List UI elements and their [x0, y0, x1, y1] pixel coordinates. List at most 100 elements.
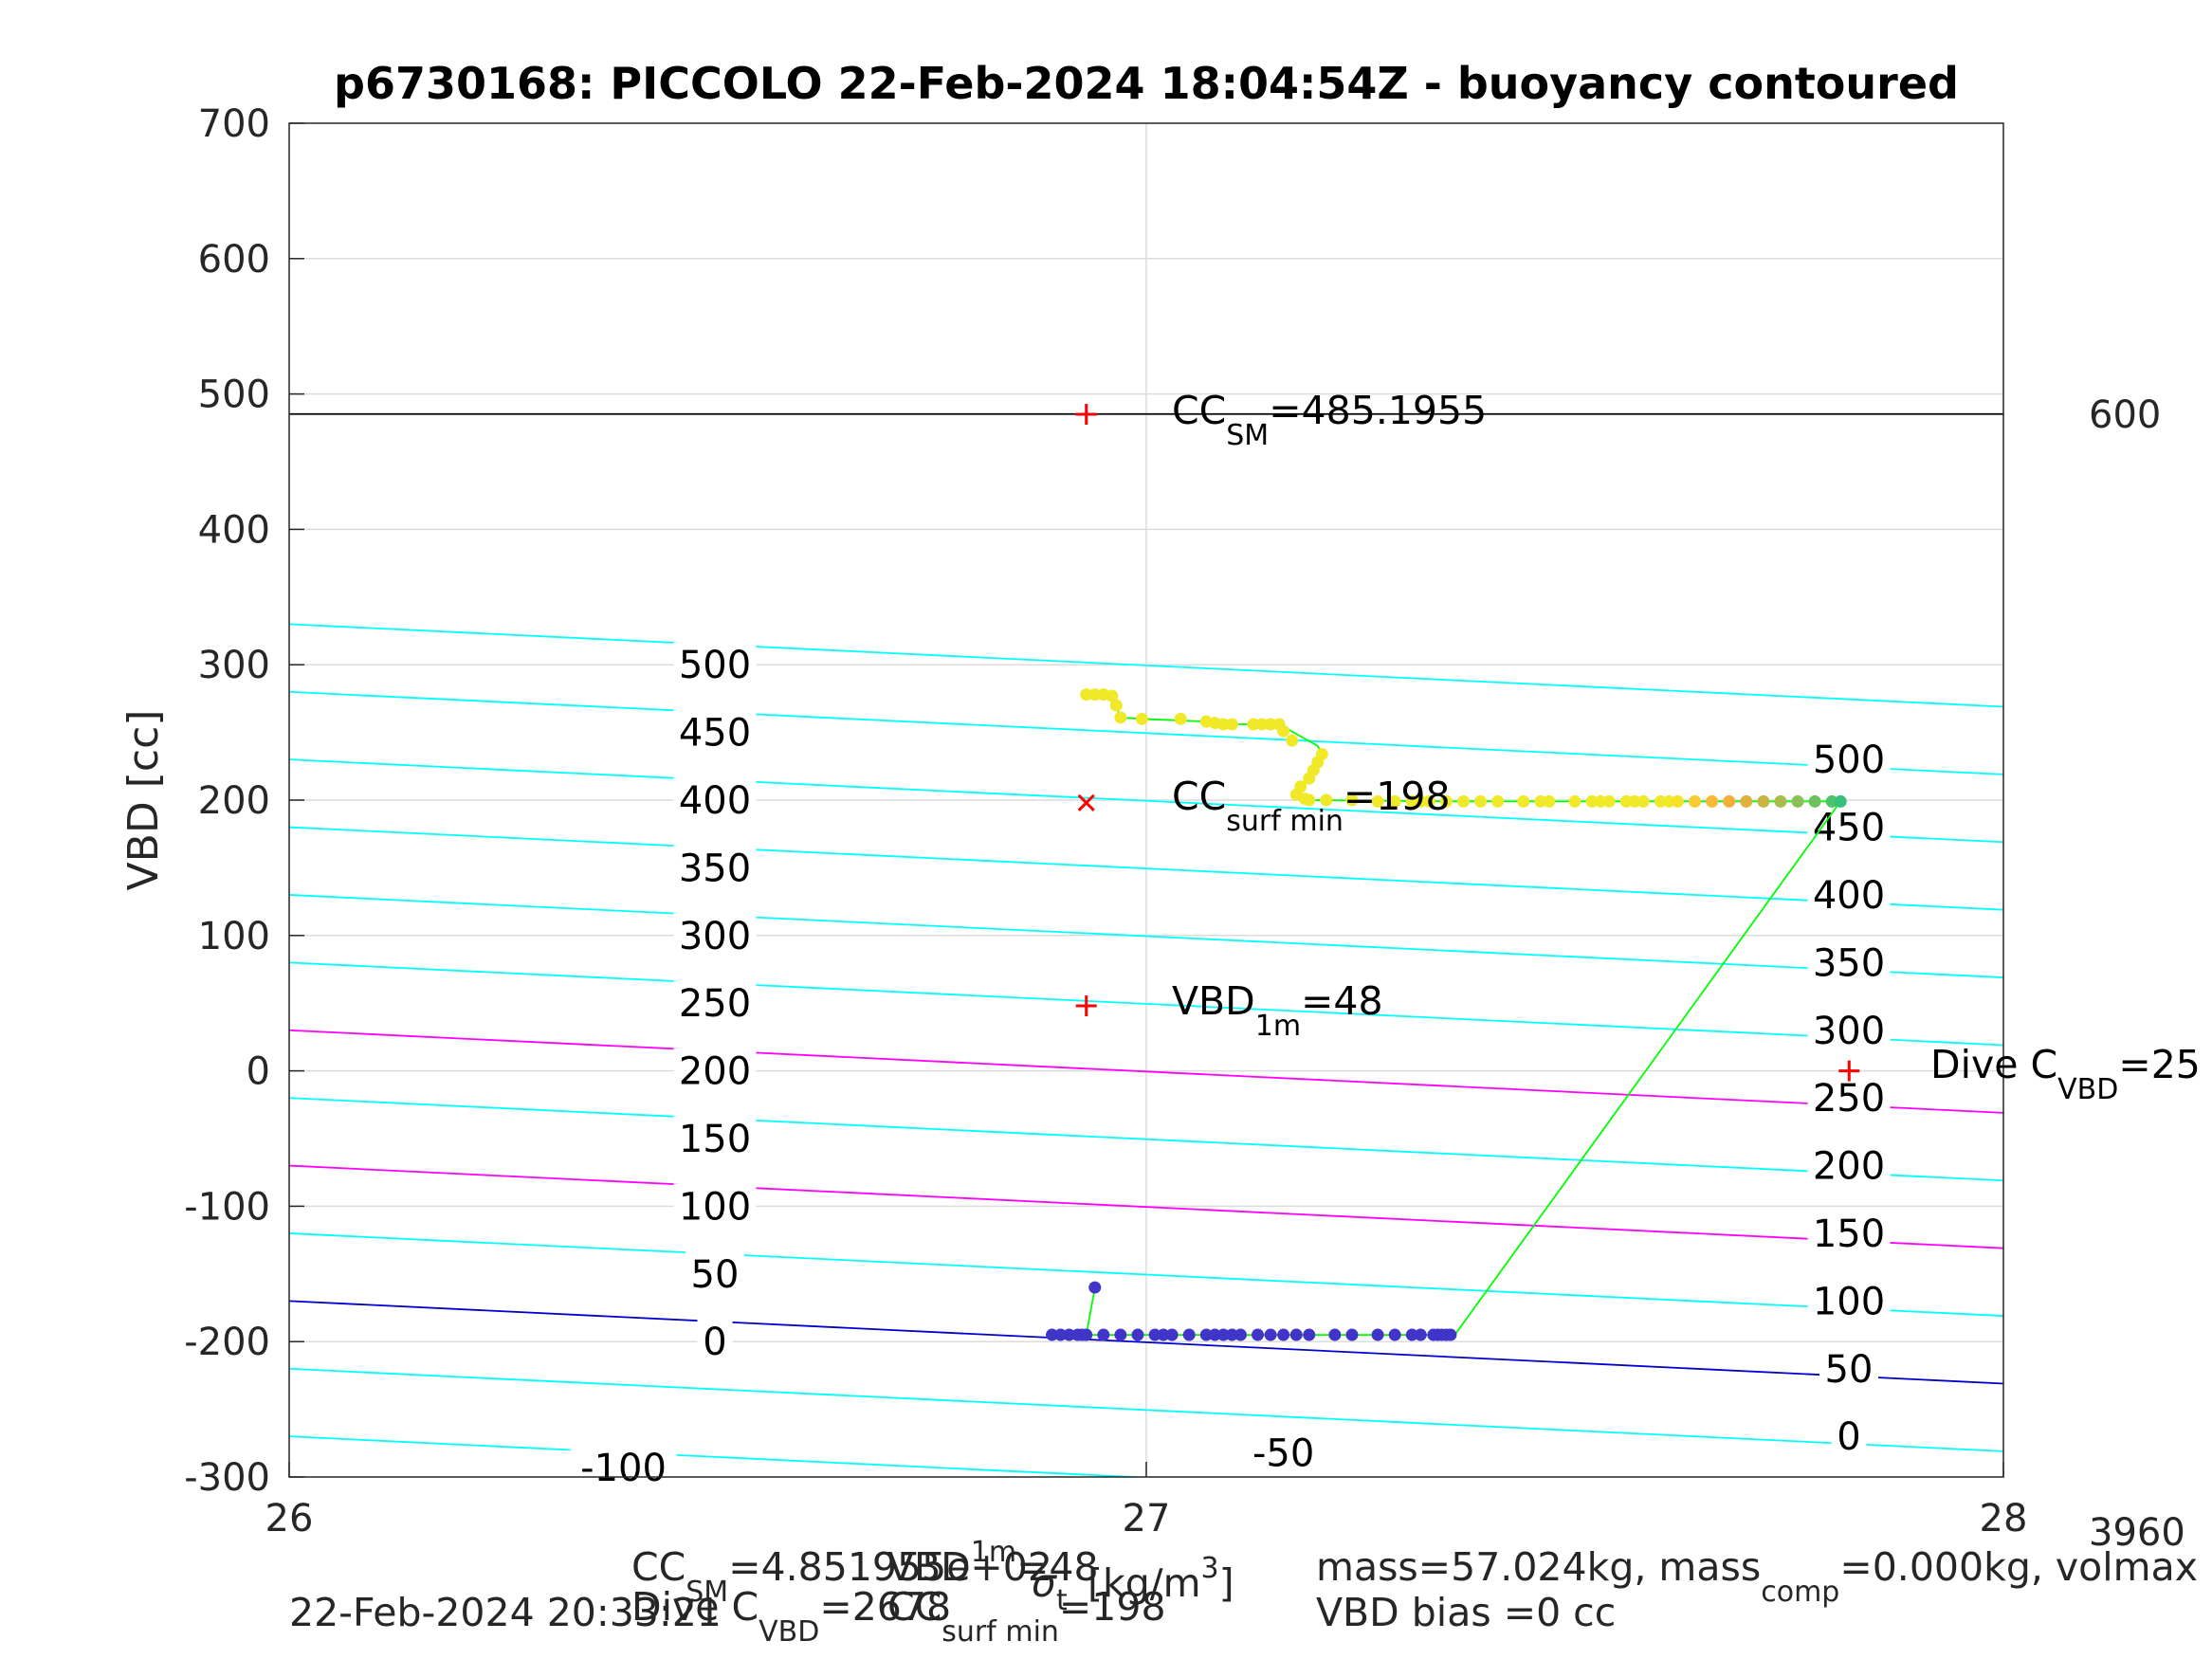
contour-label-gap	[673, 845, 757, 891]
data-point-surface-main	[1543, 794, 1556, 808]
data-point-surface-main	[1439, 794, 1453, 808]
y-tick-label: 100	[198, 915, 270, 958]
data-point-deep	[1063, 1328, 1076, 1341]
contour-label: 400	[679, 779, 751, 823]
data-point-deep	[1165, 1328, 1179, 1341]
data-point-surface-main	[1594, 794, 1607, 808]
xlabel-unit-sup: 3	[1201, 1552, 1219, 1585]
contour-label: 500	[679, 644, 751, 687]
data-point-deep	[1182, 1328, 1196, 1341]
footer-cc-sm-main: CC	[631, 1544, 686, 1590]
y-tick-label: -200	[184, 1321, 270, 1364]
data-point-surface-end	[1825, 794, 1838, 808]
footer-mass: mass=57.024kg, masscomp=0.000kg, volmax	[1316, 1544, 2198, 1609]
data-point-deep	[1148, 1328, 1161, 1341]
x-tick-label: 26	[265, 1497, 314, 1540]
svg-text:VBD1m=48: VBD1m=48	[1172, 978, 1383, 1043]
contour-label: 300	[679, 915, 751, 958]
data-point-surface-end	[1791, 794, 1804, 808]
contour-line-0	[289, 1367, 2003, 1452]
contour-label: 0	[703, 1321, 726, 1364]
vbd-1m-marker	[1075, 995, 1097, 1017]
contour-line-300	[289, 961, 2003, 1047]
data-point-surface-main	[1517, 794, 1530, 808]
annot-cc-surf-rest: =198	[1344, 774, 1451, 819]
xlabel-vbd-sub: 1m	[971, 1536, 1016, 1569]
data-point-deep	[1131, 1328, 1144, 1341]
data-point-surface-main	[1345, 793, 1359, 807]
data-point-surface-main	[1456, 794, 1470, 808]
y-tick-label: -300	[184, 1456, 270, 1500]
data-point-surface-upper	[1080, 688, 1093, 702]
contour-line-150	[289, 1164, 2003, 1249]
xlabel-sigma: σt	[1032, 1560, 1068, 1617]
contour-line-100	[289, 1232, 2003, 1317]
y-tick-label: 0	[247, 1050, 270, 1094]
contour-label: -50	[1252, 1431, 1314, 1475]
data-point-surface-main	[1320, 793, 1333, 807]
data-point-deep	[1405, 1328, 1418, 1341]
data-point-surface-end	[1757, 794, 1770, 808]
data-point-deep	[1252, 1328, 1265, 1341]
cc-sm-marker	[1075, 404, 1097, 426]
annot-vbd-1m-sub: 1m	[1255, 1010, 1301, 1043]
contour-label: 500	[1813, 738, 1885, 782]
contour-label: 0	[1837, 1415, 1860, 1459]
footer-timestamp: 22-Feb-2024 20:33:21	[289, 1590, 722, 1635]
data-point-surface-upper	[1114, 711, 1127, 724]
contour-label-gap	[1807, 1007, 1891, 1053]
contour-label: 450	[1813, 807, 1885, 850]
contour-label-gap	[673, 1116, 757, 1161]
data-point-surface-main	[1585, 794, 1599, 808]
contour-label-gap	[673, 709, 757, 756]
contour-label-gap	[1807, 871, 1891, 918]
annotation-vbd-1m: VBD1m=48	[1172, 978, 1383, 1043]
cc-surf-min-marker	[1077, 793, 1095, 811]
data-point-surface-end	[1723, 794, 1736, 808]
contour-label: 450	[679, 712, 751, 756]
footer-dive-sub: VBD	[759, 1615, 819, 1649]
data-point-surface-upper	[1277, 724, 1290, 738]
data-point-surface-upper	[1286, 734, 1299, 747]
data-point-surface-end	[1689, 794, 1702, 808]
data-point-surface-end	[1774, 794, 1787, 808]
data-point-surface-main	[1474, 794, 1488, 808]
contour-line-50	[289, 1300, 2003, 1385]
data-point-surface-main	[1602, 794, 1616, 808]
annot-cc-surf-sub: surf min	[1226, 805, 1344, 838]
data-point-surface-main	[1534, 794, 1547, 808]
contour-label: 350	[679, 847, 751, 890]
contour-label: 250	[1813, 1077, 1885, 1121]
annot-cc-sm-sub: SM	[1226, 419, 1269, 452]
data-point-deep	[1054, 1328, 1068, 1341]
buoyancy-contours	[289, 623, 2003, 1477]
data-point-deep	[1414, 1328, 1427, 1341]
data-point-surface-upper	[1088, 688, 1102, 702]
y-tick-label: 300	[198, 644, 270, 687]
contour-label-gap	[673, 1048, 757, 1094]
dive-cvbd-marker	[1838, 1060, 1860, 1082]
annot-vbd-1m-main: VBD	[1172, 978, 1255, 1024]
data-point-deep	[1328, 1328, 1342, 1341]
data-point-deep	[1264, 1328, 1277, 1341]
contour-label-gap	[1807, 939, 1891, 986]
y-tick-label: -100	[184, 1185, 270, 1229]
contour-line-500	[289, 690, 2003, 775]
annotation-cc-surf-min: CCsurf min=198	[1172, 774, 1451, 838]
contour-labels: 5004504003503002502001501005005004504003…	[570, 642, 1891, 1491]
svg-text:CCSM=485.1955: CCSM=485.1955	[1172, 388, 1487, 452]
footer-dive-main: Dive C	[631, 1584, 759, 1630]
data-point-deep	[1234, 1328, 1247, 1341]
data-point-deep	[1225, 1328, 1238, 1341]
data-point-surface-end	[1808, 794, 1821, 808]
xlabel-sigma-sub: t	[1056, 1584, 1068, 1617]
contour-label-gap	[570, 1445, 677, 1491]
data-points	[1046, 688, 1847, 1341]
data-point-deep	[1157, 1328, 1170, 1341]
data-point-deep	[1388, 1328, 1401, 1341]
data-point-surface-upper	[1109, 699, 1123, 712]
footer-dive-rest: =2678	[819, 1584, 951, 1630]
x-tick-label: 27	[1123, 1497, 1171, 1540]
annot-cc-sm-rest: =485.1955	[1269, 388, 1487, 433]
